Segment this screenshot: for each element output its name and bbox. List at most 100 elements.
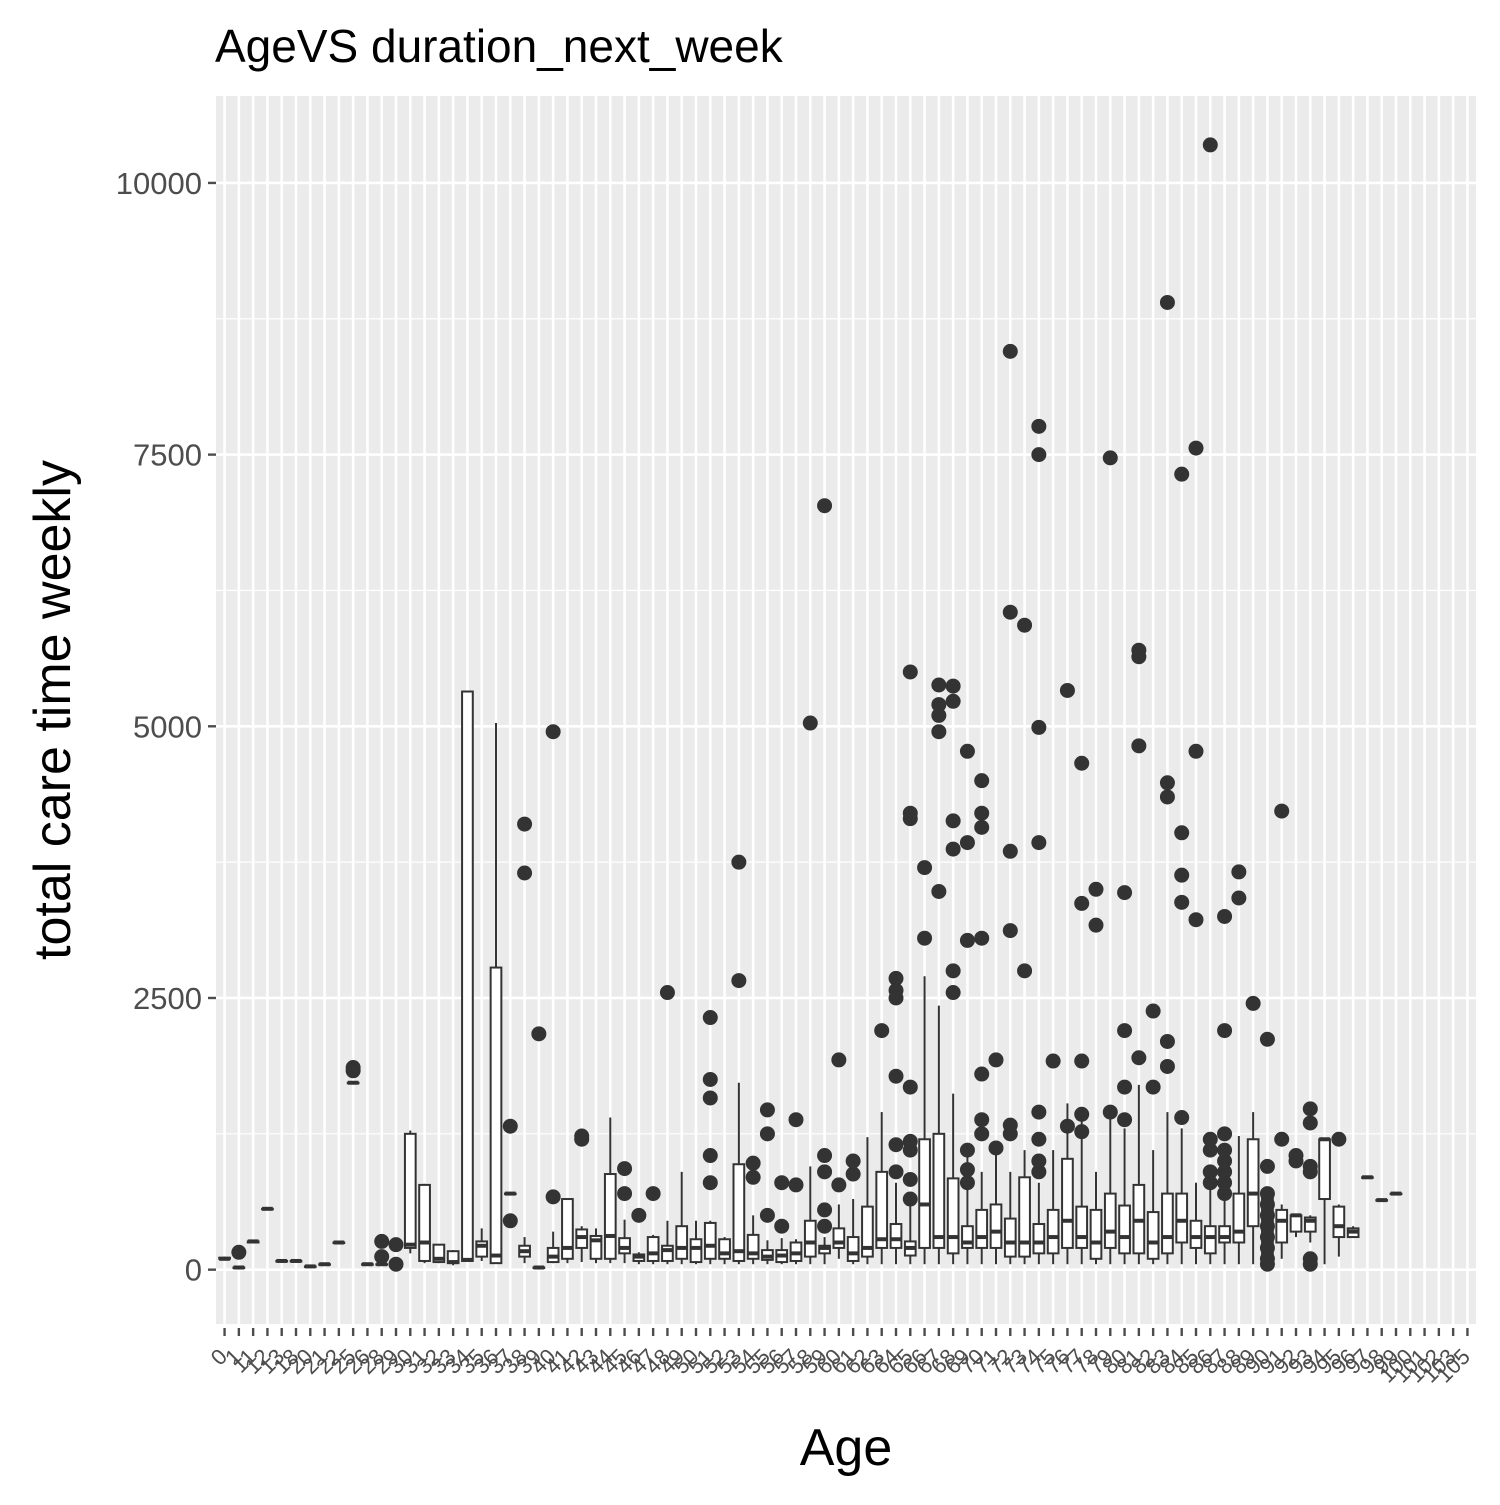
outlier-point [345,1060,361,1076]
box-59 [817,498,833,1265]
box-72 [1002,343,1018,1265]
outlier-point [774,1218,790,1234]
box-48 [659,985,675,1265]
outlier-point [1259,1218,1275,1234]
outlier-point [1102,1104,1118,1120]
x-axis: 0111121318202122252628293031323334353637… [206,1328,1475,1387]
y-axis-title: total care time weekly [24,460,82,960]
box-body [703,1221,717,1260]
box-body [746,1233,760,1260]
outlier-point [888,1137,904,1153]
outlier-point [1259,1031,1275,1047]
outlier-point [845,1166,861,1182]
outlier-point [1088,881,1104,897]
outlier-point [702,1071,718,1087]
outlier-point [531,1026,547,1042]
outlier-point [545,724,561,740]
outlier-point [1174,867,1190,883]
box-body [989,1203,1003,1249]
outlier-point [702,1175,718,1191]
box-0 [218,1256,231,1261]
box-body [861,1205,874,1258]
box-body [1161,1192,1174,1255]
box-body [875,1170,889,1249]
box-46 [631,1207,647,1265]
box-63 [874,1023,890,1265]
outlier-point [988,1140,1004,1156]
outlier-point [1302,1158,1318,1174]
y-tick-label: 10000 [116,166,202,201]
box-body [1061,1157,1074,1249]
box-body [718,1238,731,1260]
outlier-point [1259,1240,1275,1256]
box-1 [231,1244,247,1270]
outlier-point [974,805,990,821]
box-body [1318,1138,1331,1201]
outlier-point [1002,923,1018,939]
outlier-point [517,865,533,881]
outlier-point [1188,440,1204,456]
box-71 [988,1052,1004,1265]
outlier-point [1217,1023,1233,1039]
outlier-point [1074,895,1090,911]
box-67 [931,677,947,1265]
outlier-point [631,1207,647,1223]
box-body [1203,1225,1217,1255]
outlier-point [1217,1153,1233,1169]
outlier-point [974,1112,990,1128]
box-45 [617,1161,633,1264]
box-body [975,1208,989,1249]
outlier-point [902,1133,918,1149]
outlier-point [931,697,947,713]
outlier-point [1159,1033,1175,1049]
box-body [1103,1192,1117,1249]
outlier-point [1259,1158,1275,1174]
outlier-point [1302,1115,1318,1131]
outlier-point [888,970,904,986]
outlier-point [917,860,933,876]
outlier-point [1302,1251,1318,1267]
y-tick-label: 5000 [133,709,202,744]
box-body [932,1132,946,1249]
box-body [1289,1214,1303,1233]
box-40 [545,724,561,1264]
outlier-point [731,854,747,870]
outlier-point [1017,617,1033,633]
box-11 [246,1239,260,1244]
outlier-point [959,932,975,948]
outlier-point [1217,1164,1233,1180]
box-57 [788,1112,804,1265]
outlier-point [1002,1117,1018,1133]
outlier-point [617,1186,633,1202]
outlier-point [1117,1079,1133,1095]
box-body [1003,1217,1017,1258]
box-76 [1059,682,1075,1265]
box-43 [589,1228,603,1264]
box-12 [261,1206,274,1211]
outlier-point [959,835,975,851]
box-94 [1318,1137,1331,1265]
outlier-point [1202,1131,1218,1147]
outlier-point [1259,1196,1275,1212]
outlier-point [1145,1079,1161,1095]
outlier-point [1217,1142,1233,1158]
outlier-point [1017,963,1033,979]
outlier-point [1074,755,1090,771]
outlier-point [1159,294,1175,310]
outlier-point [902,1171,918,1187]
outlier-point [1102,450,1118,466]
outlier-point [931,724,947,740]
outlier-point [1217,1126,1233,1142]
box-50 [689,1220,703,1265]
box-66 [917,860,933,1265]
outlier-point [1159,775,1175,791]
box-62 [861,1137,874,1265]
outlier-point [974,1126,990,1142]
outlier-point [1259,1229,1275,1245]
box-body [1075,1205,1089,1249]
outlier-point [1074,1106,1090,1122]
box-body [1232,1192,1246,1244]
box-74 [1031,418,1047,1265]
box-91 [1274,803,1290,1259]
minor-gridlines [216,318,1476,1135]
